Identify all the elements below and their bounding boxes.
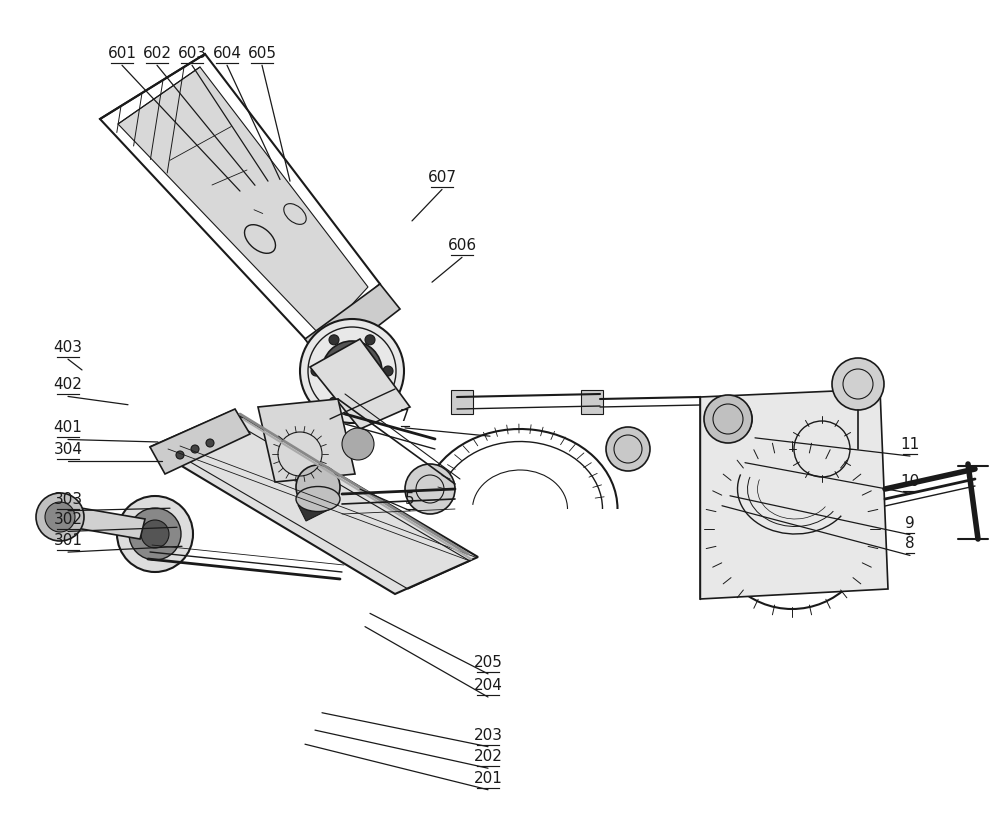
Polygon shape [150, 412, 478, 595]
Text: 7: 7 [400, 409, 410, 423]
Circle shape [752, 490, 832, 569]
Circle shape [311, 366, 321, 376]
Circle shape [365, 336, 375, 346]
Circle shape [45, 502, 75, 533]
Circle shape [191, 446, 199, 453]
Ellipse shape [296, 487, 340, 512]
Polygon shape [310, 340, 410, 429]
Text: 303: 303 [53, 491, 83, 506]
Circle shape [708, 398, 752, 442]
Circle shape [141, 520, 169, 548]
Circle shape [329, 336, 339, 346]
Circle shape [206, 439, 214, 447]
Text: 604: 604 [213, 46, 242, 61]
Text: 9: 9 [905, 515, 915, 530]
Circle shape [334, 356, 350, 371]
Circle shape [117, 496, 193, 572]
Text: 402: 402 [54, 377, 82, 392]
Text: 302: 302 [54, 512, 83, 527]
Circle shape [36, 494, 84, 542]
Circle shape [606, 428, 650, 471]
Polygon shape [118, 68, 368, 337]
Circle shape [405, 465, 455, 514]
Text: 603: 603 [177, 46, 207, 61]
Text: 602: 602 [143, 46, 172, 61]
Polygon shape [700, 390, 888, 600]
Text: 8: 8 [905, 536, 915, 551]
Circle shape [383, 366, 393, 376]
Text: 201: 201 [474, 770, 502, 785]
Text: 11: 11 [900, 437, 920, 452]
Circle shape [342, 428, 374, 461]
Text: 607: 607 [428, 170, 457, 185]
Text: 205: 205 [474, 654, 502, 669]
Text: 606: 606 [447, 238, 477, 253]
Circle shape [329, 398, 339, 408]
Polygon shape [298, 490, 338, 521]
Text: 304: 304 [54, 442, 83, 457]
Text: 601: 601 [108, 46, 137, 61]
Text: 204: 204 [474, 677, 502, 692]
Text: 403: 403 [54, 340, 83, 355]
Polygon shape [150, 409, 250, 475]
Polygon shape [305, 284, 400, 367]
Text: 203: 203 [474, 727, 503, 742]
Polygon shape [258, 399, 355, 482]
Text: 605: 605 [248, 46, 277, 61]
Circle shape [365, 398, 375, 408]
Circle shape [322, 342, 382, 402]
Circle shape [296, 466, 340, 509]
Text: 401: 401 [54, 420, 82, 435]
Text: 10: 10 [900, 474, 920, 489]
Circle shape [129, 509, 181, 561]
FancyBboxPatch shape [581, 390, 603, 414]
Text: 5: 5 [405, 491, 415, 506]
Polygon shape [70, 508, 145, 539]
Circle shape [176, 452, 184, 460]
Circle shape [704, 395, 752, 443]
Text: 202: 202 [474, 748, 502, 763]
Circle shape [338, 357, 366, 385]
Text: 301: 301 [54, 533, 83, 547]
FancyBboxPatch shape [451, 390, 473, 414]
Circle shape [832, 359, 884, 410]
Circle shape [300, 319, 404, 423]
